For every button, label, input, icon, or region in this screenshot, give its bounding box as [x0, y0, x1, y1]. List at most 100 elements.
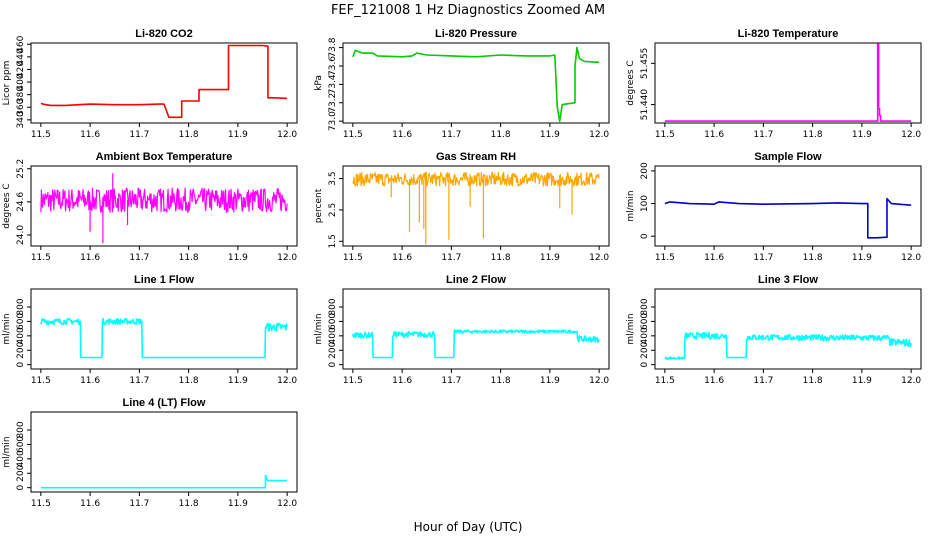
- y-tick-label: 400: [16, 450, 26, 467]
- y-tick-label: 200: [328, 341, 338, 358]
- x-tick-label: 11.7: [753, 253, 773, 263]
- panel-10: Line 4 (LT) Flow ml/min 11.5 11.6 11.7 11.8 11…: [2, 397, 298, 509]
- x-tick-label: 12.0: [277, 130, 297, 140]
- series-line: [352, 171, 600, 187]
- y-tick-label: 3.5: [328, 171, 338, 185]
- panel-title: Line 1 Flow: [134, 274, 194, 286]
- panel-title: Line 2 Flow: [446, 274, 506, 286]
- panel-2: Li-820 Pressure kPa 11.5 11.6 11.7 11.8 11.9 12…: [314, 28, 610, 140]
- y-tick-label: 600: [640, 313, 650, 330]
- y-tick-label: 380: [16, 86, 26, 103]
- series-line: [664, 331, 912, 360]
- x-tick-label: 11.6: [392, 376, 412, 386]
- x-tick-label: 11.6: [80, 376, 100, 386]
- y-tick-label: 200: [640, 162, 650, 179]
- x-tick-label: 11.6: [80, 499, 100, 509]
- series-line: [40, 317, 288, 359]
- x-tick-label: 11.6: [392, 130, 412, 140]
- y-tick-label: 600: [16, 436, 26, 453]
- x-tick-label: 11.6: [80, 130, 100, 140]
- y-tick-label: 0: [328, 362, 338, 368]
- series-line: [40, 187, 288, 213]
- y-tick-label: 73.6: [328, 56, 338, 76]
- x-tick-label: 11.9: [852, 376, 872, 386]
- x-tick-label: 11.9: [228, 253, 248, 263]
- plot-frame: [30, 42, 298, 124]
- x-tick-label: 11.7: [753, 130, 773, 140]
- y-axis-label: Licor ppm: [2, 61, 12, 106]
- y-tick-label: 100: [640, 195, 650, 212]
- series-line: [352, 46, 600, 122]
- y-tick-label: 600: [16, 313, 26, 330]
- panel-6: Sample Flow ml/min 11.5 11.6 11.7 11.8 11.9 12.…: [626, 151, 922, 263]
- x-tick-label: 11.8: [491, 376, 511, 386]
- series-line: [40, 44, 288, 119]
- y-tick-label: 2.5: [328, 203, 338, 217]
- y-tick-label: 1.5: [328, 234, 338, 248]
- x-tick-label: 12.0: [901, 376, 921, 386]
- y-tick-label: 440: [16, 48, 26, 65]
- y-axis-label: ml/min: [314, 313, 324, 344]
- panel-title: Li-820 Pressure: [435, 28, 517, 40]
- x-tick-label: 11.9: [228, 130, 248, 140]
- y-axis-label: degrees C: [2, 183, 12, 228]
- x-tick-label: 11.9: [852, 253, 872, 263]
- plot-frame: [342, 288, 610, 370]
- y-axis-label: degrees C: [626, 60, 636, 105]
- panel-1: Li-820 CO2 Licor ppm 11.5 11.6 11.7 11.8 11.9 1…: [2, 28, 298, 140]
- x-tick-label: 11.9: [540, 376, 560, 386]
- x-tick-label: 12.0: [277, 253, 297, 263]
- panel-title: Line 3 Flow: [758, 274, 818, 286]
- x-tick-label: 11.8: [803, 253, 823, 263]
- x-tick-label: 11.9: [540, 253, 560, 263]
- y-tick-label: 800: [16, 421, 26, 438]
- x-tick-label: 11.5: [343, 130, 363, 140]
- y-tick-label: 200: [640, 341, 650, 358]
- x-axis-label: Hour of Day (UTC): [414, 520, 523, 534]
- x-tick-label: 11.7: [753, 376, 773, 386]
- panel-9: Line 3 Flow ml/min 11.5 11.6 11.7 11.8 11.9 12.…: [626, 274, 922, 386]
- x-tick-label: 11.8: [179, 130, 199, 140]
- plot-frame: [30, 288, 298, 370]
- x-tick-label: 11.8: [803, 130, 823, 140]
- y-tick-label: 360: [16, 98, 26, 115]
- x-tick-label: 11.6: [704, 253, 724, 263]
- y-axis-label: kPa: [314, 75, 324, 91]
- y-tick-label: 400: [16, 327, 26, 344]
- panel-4: Ambient Box Temperature degrees C 11.5 11.6…: [2, 151, 298, 263]
- plot-frame: [342, 165, 610, 247]
- y-tick-label: 0: [16, 485, 26, 491]
- y-tick-label: 73.0: [328, 111, 338, 131]
- y-axis-label: ml/min: [626, 190, 636, 221]
- y-tick-label: 25.2: [16, 159, 26, 179]
- y-tick-label: 24.0: [16, 225, 26, 245]
- x-tick-label: 11.7: [129, 376, 149, 386]
- x-tick-label: 12.0: [901, 130, 921, 140]
- x-tick-label: 11.5: [31, 130, 51, 140]
- x-tick-label: 11.9: [228, 499, 248, 509]
- series-line: [664, 43, 912, 122]
- x-tick-label: 11.8: [491, 130, 511, 140]
- y-tick-label: 51.440: [640, 89, 650, 121]
- x-tick-label: 11.6: [704, 130, 724, 140]
- x-tick-label: 11.8: [179, 253, 199, 263]
- x-tick-label: 11.5: [31, 376, 51, 386]
- y-tick-label: 73.2: [328, 93, 338, 113]
- plot-frame: [342, 42, 610, 124]
- y-tick-label: 24.6: [16, 192, 26, 212]
- x-tick-label: 11.8: [179, 499, 199, 509]
- plot-frame: [30, 165, 298, 247]
- x-tick-label: 11.7: [441, 130, 461, 140]
- y-tick-label: 200: [16, 464, 26, 481]
- panel-3: Li-820 Temperature degrees C 11.5 11.6 11.7 1…: [626, 28, 922, 140]
- plot-frame: [654, 165, 922, 247]
- y-tick-label: 51.455: [640, 48, 650, 80]
- panel-5: Gas Stream RH percent 11.5 11.6 11.7 11.8 11.9…: [314, 151, 610, 263]
- panel-7: Line 1 Flow ml/min 11.5 11.6 11.7 11.8 11.9 12.…: [2, 274, 298, 386]
- panel-8: Line 2 Flow ml/min 11.5 11.6 11.7 11.8 11.9 12.…: [314, 274, 610, 386]
- x-tick-label: 12.0: [901, 253, 921, 263]
- x-tick-label: 11.8: [803, 376, 823, 386]
- x-tick-label: 11.6: [392, 253, 412, 263]
- x-tick-label: 11.7: [441, 376, 461, 386]
